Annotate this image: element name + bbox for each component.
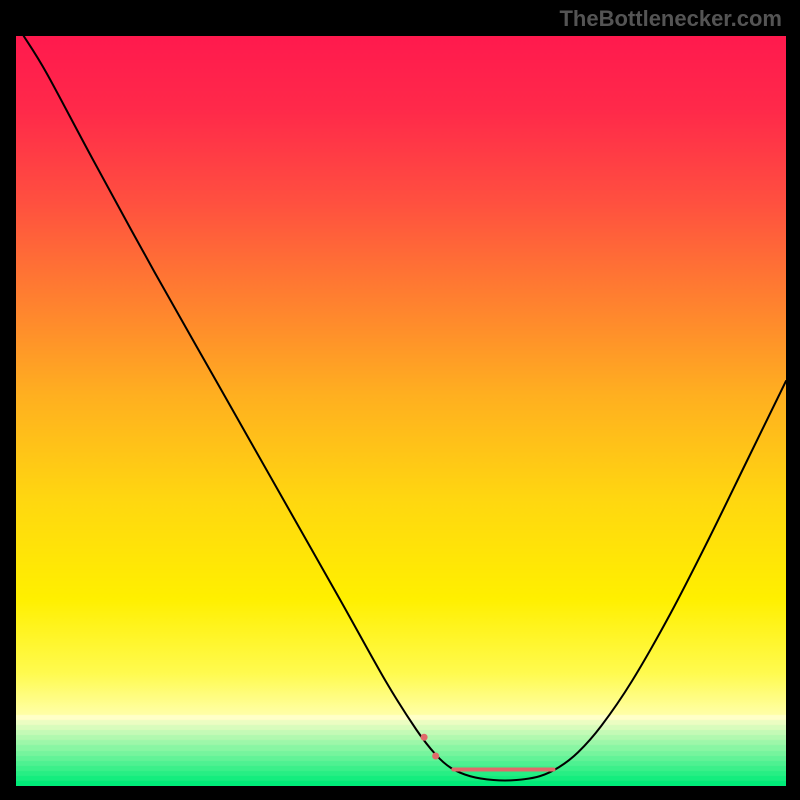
watermark-label: TheBottlenecker.com [559,6,782,32]
chart-curve-svg [16,36,786,786]
chart-overlay-dot [432,753,439,760]
chart-overlay-dot [421,734,428,741]
chart-overlay-marker-group [421,734,554,770]
chart-plot-area [16,36,786,786]
chart-v-curve [24,36,786,780]
